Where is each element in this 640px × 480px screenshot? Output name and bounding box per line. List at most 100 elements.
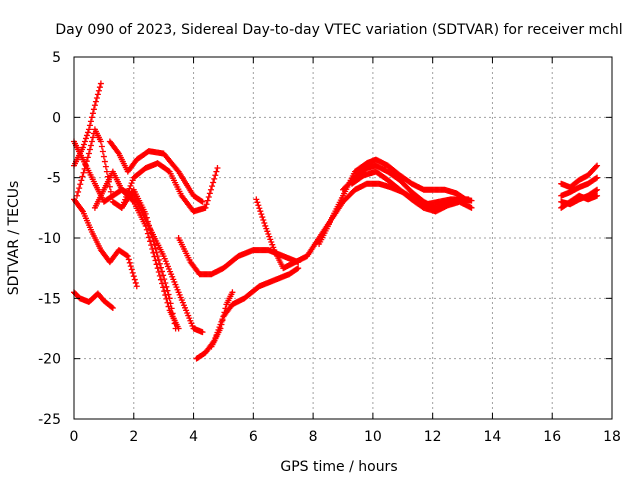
data-point	[92, 98, 99, 105]
data-point	[204, 197, 211, 204]
series-sat-m	[316, 156, 469, 248]
x-axis-label: GPS time / hours	[280, 459, 397, 475]
data-point	[270, 244, 277, 251]
data-point	[157, 264, 164, 271]
data-point	[468, 204, 475, 211]
data-point	[154, 253, 161, 260]
axis-ticks: 0 2 4 6 8 10 12 14 16 18 -25 -20 -15 -10 -5 0 5	[38, 50, 621, 445]
data-point	[465, 196, 472, 203]
data-point	[594, 192, 601, 199]
data-point	[91, 102, 98, 109]
data-point	[594, 162, 601, 169]
series-sat-o	[348, 168, 475, 215]
data-point	[156, 260, 163, 267]
x-tick-label: 12	[424, 429, 442, 445]
series-sat-g	[106, 138, 206, 205]
data-point	[101, 158, 108, 165]
grid-lines	[74, 57, 612, 419]
data-point	[255, 202, 262, 209]
data-point	[114, 149, 121, 156]
data-point	[88, 138, 95, 145]
data-point	[126, 259, 133, 266]
data-point	[170, 315, 177, 322]
y-tick-label: 5	[52, 50, 61, 66]
data-point	[172, 325, 179, 332]
data-points	[71, 80, 601, 362]
data-point	[87, 118, 94, 125]
data-point	[122, 196, 129, 203]
data-point	[95, 87, 102, 94]
data-point	[199, 329, 206, 336]
data-point	[81, 138, 88, 145]
series-sat-k	[208, 289, 236, 350]
data-point	[165, 303, 172, 310]
chart-title: Day 090 of 2023, Sidereal Day-to-day VTE…	[55, 22, 622, 38]
data-point	[294, 265, 301, 272]
data-point	[83, 158, 90, 165]
data-point	[78, 207, 85, 214]
series-sat-p	[558, 162, 601, 191]
y-axis-label: SDTVAR / TECUs	[6, 181, 22, 296]
data-point	[96, 84, 103, 91]
data-point	[123, 193, 130, 200]
data-point	[108, 193, 115, 200]
data-point	[79, 144, 86, 151]
data-point	[84, 129, 91, 136]
data-point	[73, 192, 80, 199]
data-point	[262, 222, 269, 229]
data-point	[213, 168, 220, 175]
data-point	[259, 214, 266, 221]
data-point	[128, 180, 135, 187]
data-point	[94, 91, 101, 98]
data-point	[198, 198, 205, 205]
series-sat-f	[91, 168, 206, 336]
data-point	[161, 276, 168, 283]
data-point	[106, 183, 113, 190]
data-point	[221, 309, 228, 316]
data-point	[89, 110, 96, 117]
data-point	[83, 132, 90, 139]
x-tick-label: 10	[364, 429, 382, 445]
data-point	[268, 239, 275, 246]
data-point	[89, 134, 96, 141]
data-point	[127, 182, 134, 189]
data-point	[81, 165, 88, 172]
data-point	[76, 185, 83, 192]
data-point	[93, 95, 100, 102]
data-point	[128, 266, 135, 273]
data-point	[90, 106, 97, 113]
data-point	[253, 196, 260, 203]
x-tick-label: 16	[543, 429, 561, 445]
data-point	[218, 321, 225, 328]
data-point	[85, 126, 92, 133]
data-point	[125, 188, 132, 195]
data-point	[210, 179, 217, 186]
y-tick-label: -15	[38, 291, 61, 307]
data-point	[260, 217, 267, 224]
data-point	[84, 154, 91, 161]
data-point	[220, 313, 227, 320]
x-tick-label: 2	[129, 429, 138, 445]
data-point	[77, 181, 84, 188]
y-tick-label: 0	[52, 110, 61, 126]
data-point	[207, 186, 214, 193]
data-point	[171, 320, 178, 327]
y-tick-label: -10	[38, 231, 61, 247]
data-point	[88, 114, 95, 121]
data-point	[131, 276, 138, 283]
data-point	[85, 150, 92, 157]
data-point	[80, 141, 87, 148]
data-point	[593, 163, 600, 170]
data-point	[87, 142, 94, 149]
data-point	[130, 273, 137, 280]
data-point	[164, 287, 171, 294]
data-point	[109, 304, 116, 311]
data-point	[152, 245, 159, 252]
data-point	[86, 146, 93, 153]
data-point	[132, 279, 139, 286]
data-point	[102, 163, 109, 170]
data-point	[209, 183, 216, 190]
data-point	[264, 228, 271, 235]
data-point	[256, 205, 263, 212]
data-point	[594, 174, 601, 181]
